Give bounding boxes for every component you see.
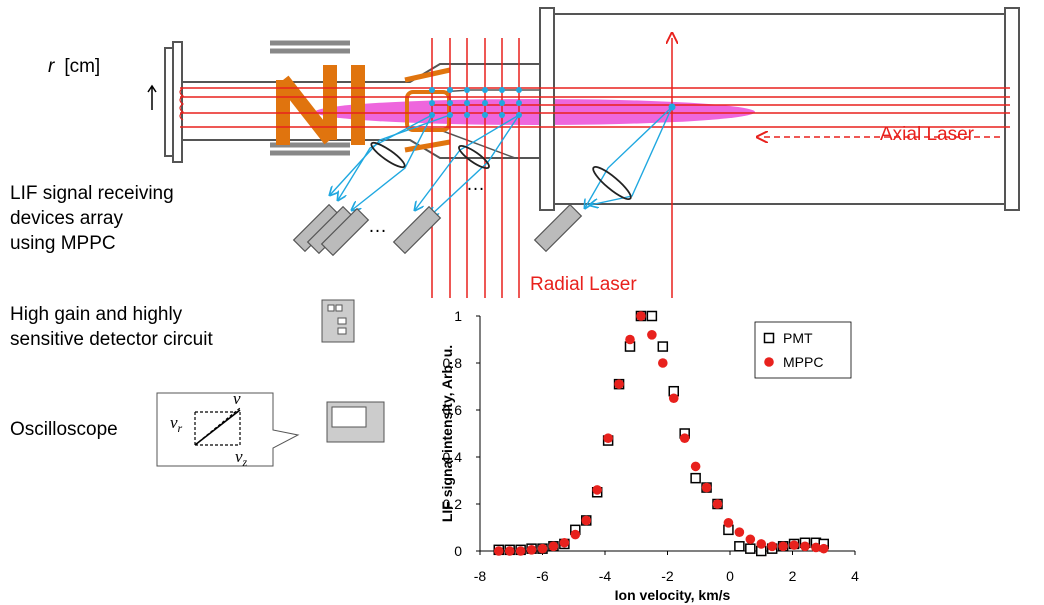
lif-label: using MPPC [10,233,116,254]
y-axis-label: LIF signal intensity, Arb. u. [439,345,455,522]
x-tick-label: 0 [726,568,734,584]
marker-circle [767,542,777,552]
marker-circle [658,358,668,368]
legend-label: PMT [783,330,813,346]
r-arrow [148,86,156,110]
r-unit: [cm] [64,56,100,77]
oscilloscope-label: Oscilloscope [10,419,118,440]
marker-circle [669,393,679,403]
marker-circle [516,546,526,556]
x-tick-label: -8 [474,568,487,584]
marker-circle [581,516,591,526]
ellipsis: … [466,174,485,195]
marker-square [647,312,656,321]
y-tick-label: 0 [454,543,462,559]
radial-laser-label: Radial Laser [530,274,637,295]
marker-square [735,542,744,551]
ellipsis: … [368,216,387,237]
marker-circle [636,311,646,321]
flange [165,48,173,156]
marker-circle [746,534,756,544]
marker-circle [735,527,745,537]
marker-circle [702,483,712,493]
marker-square [658,342,667,351]
marker-circle [647,330,657,340]
marker-square [691,474,700,483]
marker-circle [800,542,810,552]
vr-sub: r [178,421,183,435]
marker-circle [691,462,701,472]
marker-circle [592,485,602,495]
marker-circle [713,499,723,509]
marker-circle [819,544,829,554]
marker-circle [538,544,548,554]
vz-sub: z [242,455,248,469]
detector-label: High gain and highly [10,304,183,325]
r-symbol: r [48,56,55,77]
plasma [315,99,755,125]
marker-circle [756,539,766,549]
mppc-detector [294,205,582,256]
x-tick-label: -4 [599,568,612,584]
x-tick-label: -6 [536,568,549,584]
flange [1005,8,1019,210]
marker-square [746,544,755,553]
lif-label: LIF signal receiving [10,183,174,204]
vector-v: v [233,389,241,408]
scope-screen [332,407,366,427]
marker-circle [603,433,613,443]
coil [283,65,358,145]
flange [540,8,554,210]
marker-circle [778,542,788,552]
marker-circle [680,433,690,443]
marker-square [765,334,774,343]
x-tick-label: -2 [661,568,674,584]
x-tick-label: 4 [851,568,859,584]
marker-circle [764,357,774,367]
axial-laser-label: Axial Laser [880,124,975,145]
lif-label: devices array [10,208,123,229]
marker-circle [494,546,504,556]
figure: r [cm] LIF signal receiving devices array… [0,0,1044,605]
x-axis-label: Ion velocity, km/s [615,587,731,603]
marker-circle [614,379,624,389]
detector-label: sensitive detector circuit [10,329,213,350]
marker-circle [549,542,559,552]
x-tick-label: 2 [789,568,797,584]
marker-circle [789,540,799,550]
r-label: r [cm] [48,56,100,77]
marker-circle [560,538,570,548]
marker-circle [625,335,635,345]
y-tick-label: 1 [454,308,462,324]
marker-circle [724,518,734,528]
marker-circle [505,546,515,556]
marker-circle [527,545,537,555]
marker-circle [571,530,581,540]
legend-label: MPPC [783,354,823,370]
